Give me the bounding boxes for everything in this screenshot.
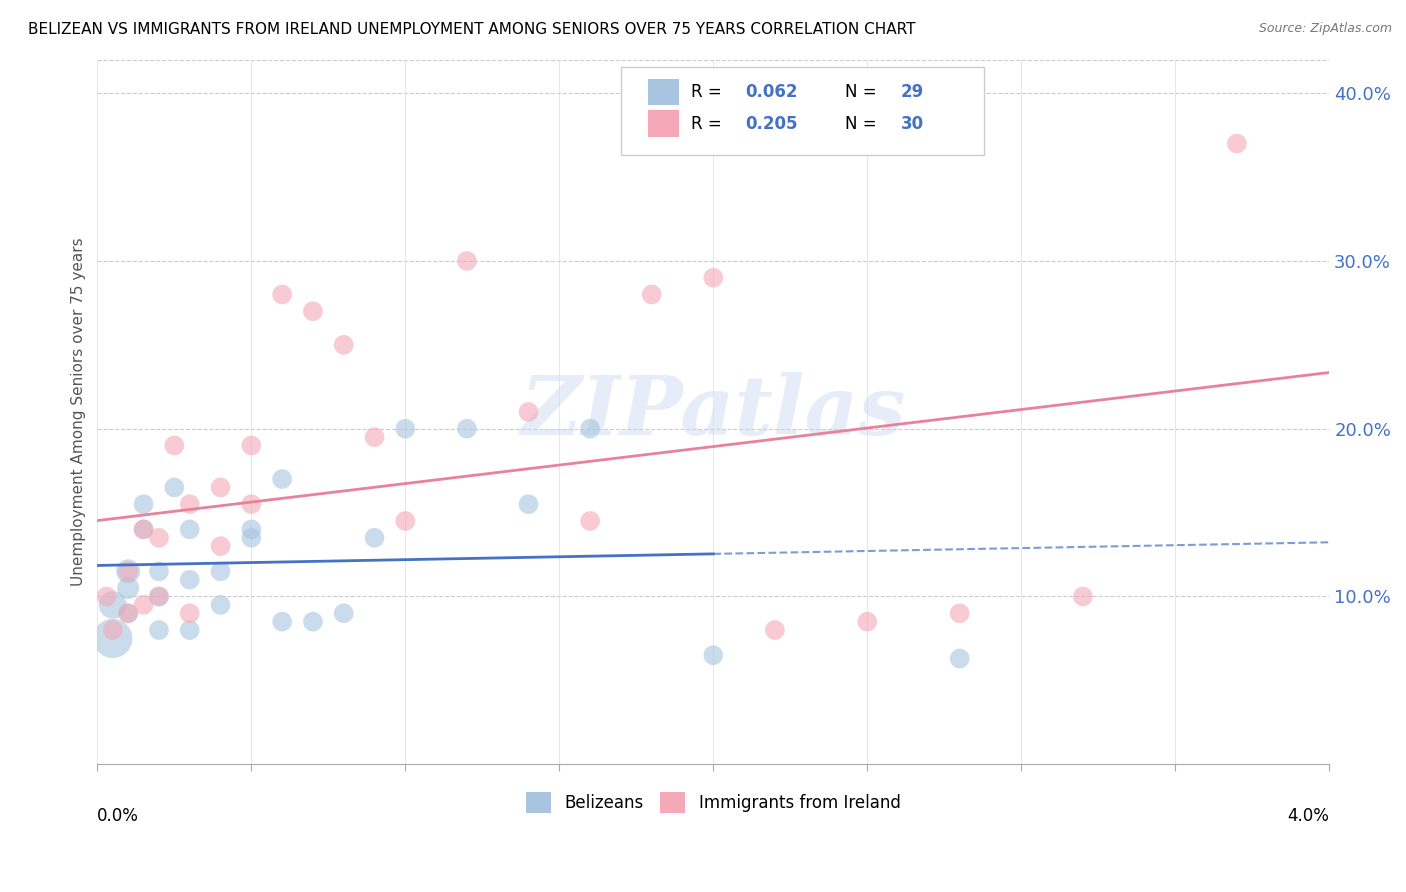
Text: 30: 30 [901,115,924,133]
Point [101,623,124,637]
Text: R =: R = [692,115,727,133]
Text: N =: N = [845,83,882,101]
Text: 0.062: 0.062 [745,83,797,101]
Text: 0.205: 0.205 [745,115,797,133]
Point [240,531,263,545]
Point [856,615,879,629]
Point [101,632,124,646]
Point [117,581,139,595]
Point [209,539,232,553]
Point [101,598,124,612]
Point [579,422,602,436]
Point [132,522,155,536]
Point [179,607,201,621]
Text: N =: N = [845,115,882,133]
Point [394,422,416,436]
Point [240,522,263,536]
Point [271,472,294,486]
Point [209,598,232,612]
Point [949,651,972,665]
Text: 4.0%: 4.0% [1288,806,1329,824]
Point [763,623,786,637]
Point [240,497,263,511]
Legend: Belizeans, Immigrants from Ireland: Belizeans, Immigrants from Ireland [519,786,907,820]
Point [209,480,232,494]
Point [271,287,294,301]
Point [271,615,294,629]
Point [132,497,155,511]
FancyBboxPatch shape [648,78,679,105]
Text: ZIPatlas: ZIPatlas [520,372,905,452]
Point [641,287,664,301]
Point [179,623,201,637]
Point [456,422,478,436]
Point [117,607,139,621]
Point [148,590,170,604]
FancyBboxPatch shape [648,111,679,137]
Point [702,648,724,663]
Point [117,564,139,578]
Point [132,522,155,536]
Point [332,607,354,621]
Point [117,564,139,578]
Point [1226,136,1249,151]
Point [702,270,724,285]
Text: BELIZEAN VS IMMIGRANTS FROM IRELAND UNEMPLOYMENT AMONG SENIORS OVER 75 YEARS COR: BELIZEAN VS IMMIGRANTS FROM IRELAND UNEM… [28,22,915,37]
Point [179,573,201,587]
Point [163,480,186,494]
Point [148,564,170,578]
Point [332,338,354,352]
Point [579,514,602,528]
Point [148,623,170,637]
Text: Source: ZipAtlas.com: Source: ZipAtlas.com [1258,22,1392,36]
Y-axis label: Unemployment Among Seniors over 75 years: Unemployment Among Seniors over 75 years [72,237,86,586]
Point [302,615,325,629]
Point [117,607,139,621]
Point [179,522,201,536]
FancyBboxPatch shape [621,67,984,154]
Point [1071,590,1094,604]
Point [517,405,540,419]
Point [302,304,325,318]
Text: R =: R = [692,83,727,101]
Point [363,531,385,545]
Text: 29: 29 [901,83,924,101]
Point [96,590,118,604]
Point [163,438,186,452]
Point [209,564,232,578]
Point [148,590,170,604]
Point [179,497,201,511]
Point [148,531,170,545]
Point [363,430,385,444]
Point [394,514,416,528]
Point [132,598,155,612]
Point [240,438,263,452]
Point [517,497,540,511]
Point [949,607,972,621]
Point [456,254,478,268]
Text: 0.0%: 0.0% [97,806,139,824]
